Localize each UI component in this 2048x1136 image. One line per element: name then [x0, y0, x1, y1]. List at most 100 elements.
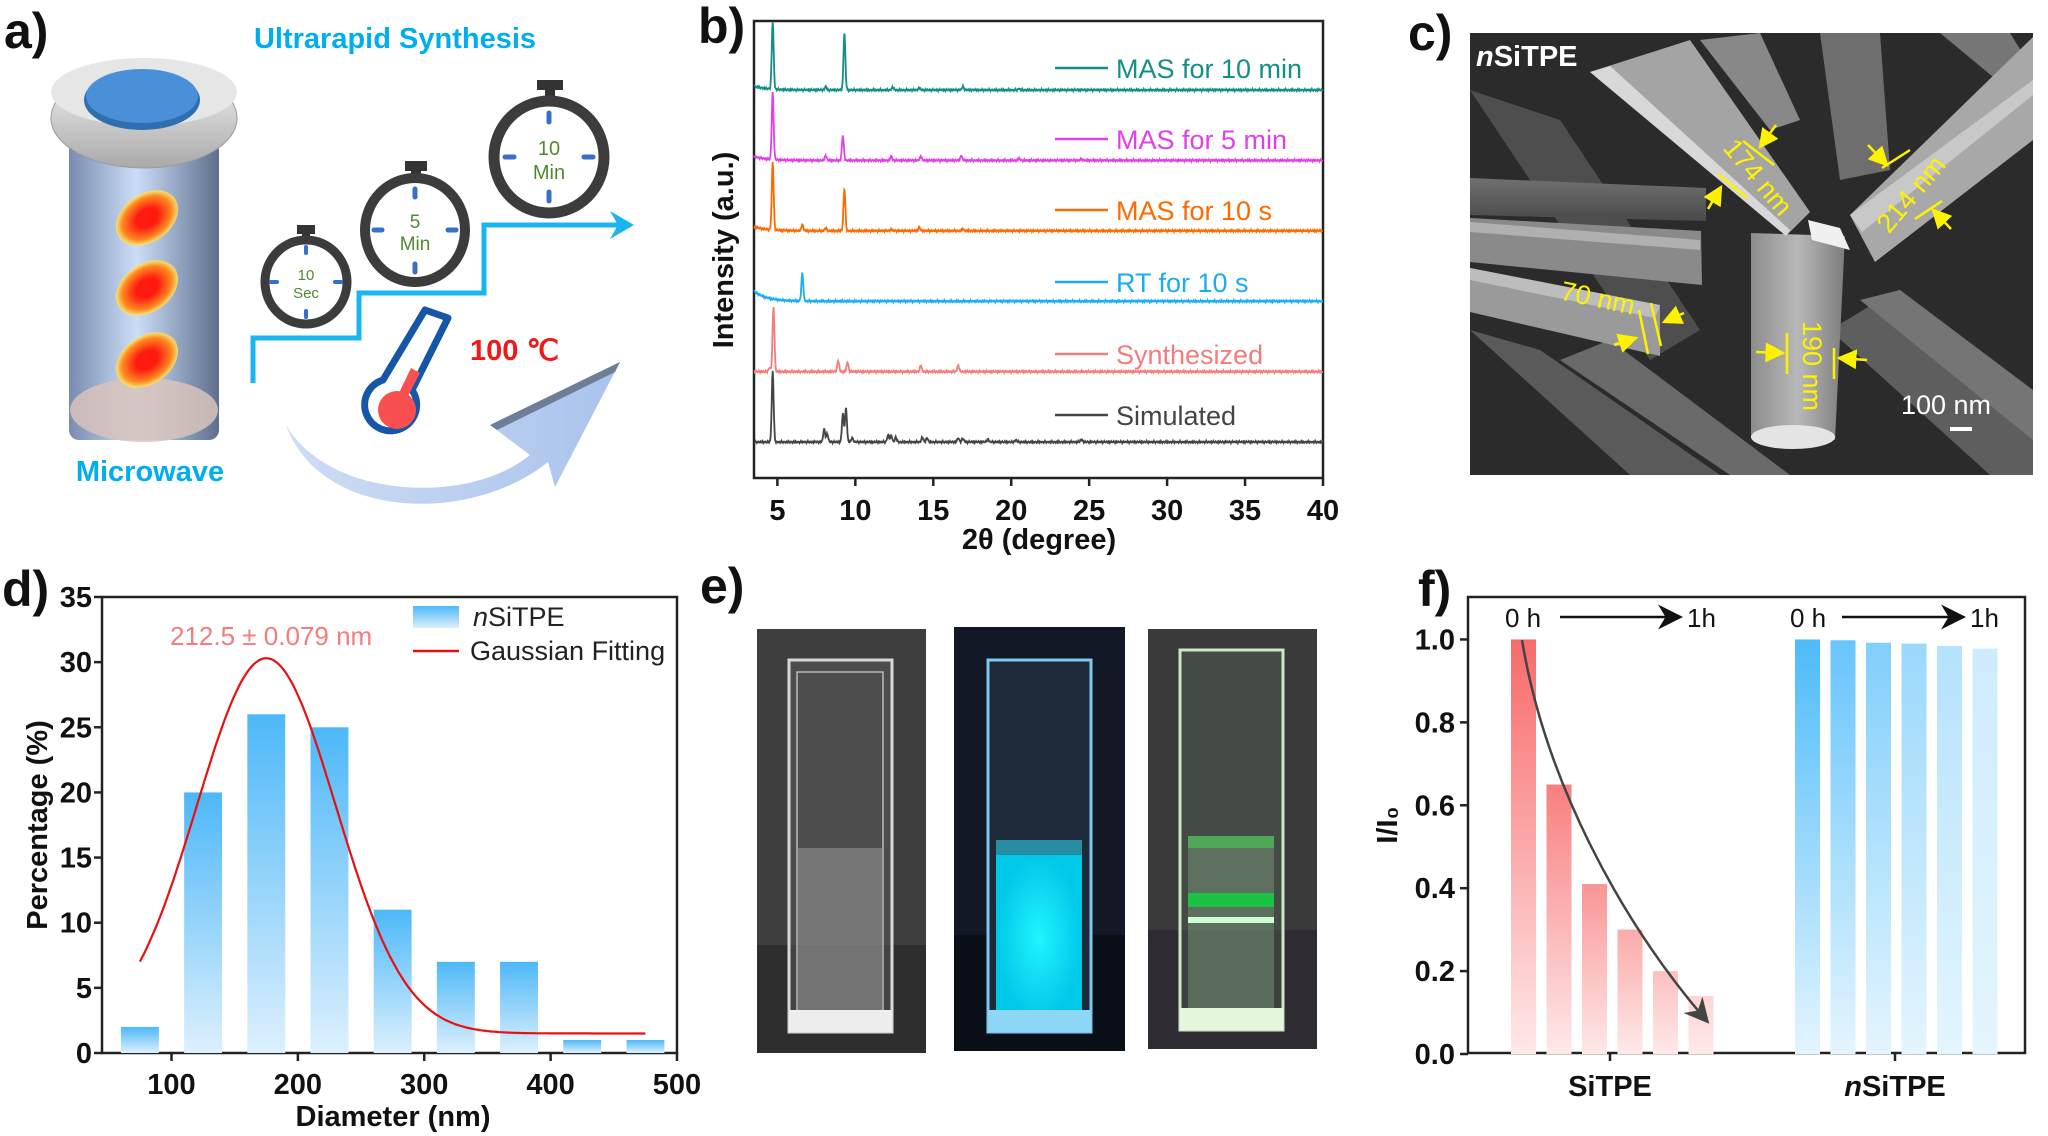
cuvette-photo-uv-green [1148, 629, 1317, 1049]
legend-swatch-bar [413, 606, 459, 628]
x-tick-label: 25 [1073, 495, 1105, 527]
xrd-trace [753, 91, 1324, 164]
gaussian-fit-line [138, 657, 646, 1035]
intensity-bar [1937, 646, 1962, 1054]
stopwatch-icon-5-min: 5 Min [360, 161, 470, 287]
intensity-bar [1653, 971, 1678, 1054]
histogram-bar [247, 714, 286, 1053]
microwave-vial-illustration [50, 58, 238, 442]
intensity-bar [1617, 929, 1643, 1054]
temperature-label: 100 ℃ [470, 335, 559, 367]
x-tick-label: 35 [1229, 495, 1261, 527]
legend-label-bars: nSiTPE [473, 602, 565, 632]
step-arrowhead-icon [610, 211, 634, 239]
y-tick-label: 1.0 [1415, 624, 1455, 656]
intensity-bar [1511, 639, 1536, 1054]
x-axis-title: Diameter (nm) [296, 1101, 491, 1133]
scale-bar [1950, 427, 1972, 431]
panel-b: b) 5 10 15 20 25 30 35 40 MAS for 10 min MAS for … [698, 0, 1339, 556]
x-axis-title: 2θ (degree) [962, 524, 1116, 556]
legend-label: MAS for 10 s [1116, 196, 1272, 226]
mean-size-annotation: 212.5 ± 0.079 nm [170, 621, 372, 651]
x-tick-label: 200 [274, 1069, 322, 1101]
y-tick-label: 30 [60, 647, 92, 679]
xrd-trace [753, 21, 1324, 94]
y-tick-label: 0.8 [1415, 707, 1455, 739]
intensity-bar [1972, 648, 1998, 1054]
y-axis-title: I/I₀ [1372, 806, 1404, 843]
measurement-190nm: 190 nm [1797, 321, 1827, 411]
category-label: SiTPE [1568, 1071, 1652, 1103]
y-tick-label: 0 [76, 1038, 92, 1070]
y-tick-label: 15 [60, 843, 92, 875]
panel-label-b: b) [698, 0, 745, 54]
xrd-trace [753, 306, 1324, 376]
histogram-bar [500, 961, 538, 1053]
y-tick-label: 0.4 [1415, 873, 1455, 905]
histogram-bar [563, 1039, 602, 1053]
histogram: 100 200 300 400 500 0 5 10 15 20 25 30 35 [60, 582, 701, 1101]
timer-value: 10 [298, 267, 315, 284]
y-tick-label: 10 [60, 908, 92, 940]
intensity-bar [1830, 640, 1856, 1054]
x-tick-label: 40 [1307, 495, 1339, 527]
panel-e: e) [700, 558, 1317, 1053]
histogram-bar [184, 792, 223, 1053]
microwave-label: Microwave [76, 456, 224, 488]
histogram-bar [310, 727, 349, 1053]
y-tick-label: 0.2 [1415, 956, 1455, 988]
time-start-label: 0 h [1790, 603, 1826, 633]
x-tick-label: 300 [400, 1069, 448, 1101]
cuvette-photo-uv-cyan [954, 627, 1125, 1051]
y-tick-label: 5 [76, 973, 92, 1005]
panel-label-a: a) [4, 3, 48, 59]
timer-unit: Min [400, 234, 431, 255]
x-tick-label: 30 [1151, 495, 1183, 527]
x-tick-label: 5 [769, 495, 785, 527]
panel-label-c: c) [1408, 5, 1452, 61]
xrd-traces: 5 10 15 20 25 30 35 40 MAS for 10 min MAS for 5 m… [753, 21, 1339, 527]
intensity-bar [1795, 639, 1820, 1054]
histogram-bar [120, 1026, 159, 1053]
timer-unit: Min [533, 162, 565, 184]
legend-label: Synthesized [1116, 340, 1263, 370]
intensity-bar [1546, 784, 1572, 1054]
panel-a: a) Ultrarapid Synthesis Microwave 10 Sec [4, 3, 634, 504]
panel-c: c) [1408, 5, 2033, 475]
plot-frame [1466, 595, 2027, 1055]
histogram-bar [436, 961, 475, 1053]
y-tick-label: 35 [60, 582, 92, 614]
xrd-trace [753, 371, 1324, 446]
xrd-trace [753, 162, 1324, 235]
panel-label-f: f) [1418, 561, 1451, 617]
stopwatch-icon-10-sec: 10 Sec [260, 225, 352, 329]
sem-sample-label: nSiTPE [1476, 41, 1578, 73]
timer-unit: Sec [293, 285, 319, 302]
stopwatch-icon-10-min: 10 Min [488, 80, 610, 219]
scale-bar-label: 100 nm [1901, 390, 1991, 420]
y-tick-label: 25 [60, 712, 92, 744]
heating-step-arrow [250, 222, 625, 383]
x-tick-label: 400 [526, 1069, 574, 1101]
rising-swoosh-arrow [286, 362, 620, 504]
y-tick-label: 0.6 [1415, 790, 1455, 822]
thermometer-icon [361, 306, 452, 435]
panel-label-d: d) [2, 561, 49, 617]
x-tick-label: 100 [147, 1069, 195, 1101]
legend-label: RT for 10 s [1116, 268, 1249, 298]
time-start-label: 0 h [1505, 603, 1541, 633]
x-tick-label: 500 [653, 1069, 701, 1101]
legend-label: MAS for 10 min [1116, 54, 1302, 84]
y-axis-title: Percentage (%) [22, 720, 54, 930]
legend-label: Simulated [1116, 401, 1236, 431]
cuvette-photo-daylight [757, 629, 926, 1053]
x-tick-label: 10 [839, 495, 871, 527]
legend-label: MAS for 5 min [1116, 125, 1287, 155]
panel-d: d) 100 200 300 400 500 0 5 10 15 20 25 30 35 212.5 ±… [2, 561, 701, 1133]
histogram-bar [626, 1039, 665, 1053]
timer-value: 10 [538, 138, 560, 160]
y-tick-label: 0.0 [1415, 1039, 1455, 1071]
